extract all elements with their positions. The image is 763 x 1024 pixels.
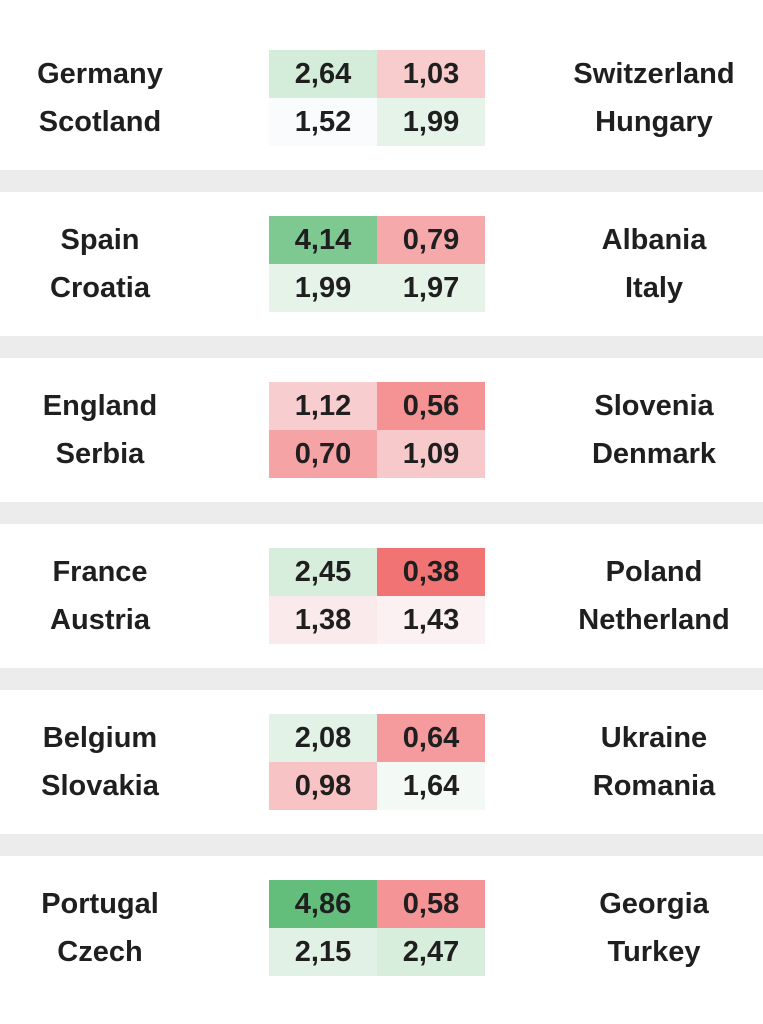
match-row: Czech 2,15 2,47 Turkey: [0, 928, 763, 976]
match-row: Austria 1,38 1,43 Netherland: [0, 596, 763, 644]
away-odds-cell: 0,58: [377, 880, 485, 928]
away-team: Georgia: [599, 888, 709, 920]
match-row: Portugal 4,86 0,58 Georgia: [0, 880, 763, 928]
home-team: Slovakia: [41, 770, 159, 802]
home-odds-cell: 1,99: [269, 264, 377, 312]
away-odds-cell: 0,64: [377, 714, 485, 762]
home-team: Belgium: [42, 722, 158, 754]
away-team: Slovenia: [594, 390, 714, 422]
away-odds-cell: 0,38: [377, 548, 485, 596]
away-team: Netherland: [578, 604, 730, 636]
home-team: Croatia: [50, 272, 150, 304]
match-group: France 2,45 0,38 Poland Austria 1,38 1,43 Nethe…: [0, 548, 763, 644]
match-group: Portugal 4,86 0,58 Georgia Czech 2,15 2,47 Turk…: [0, 880, 763, 976]
away-team: Switzerland: [573, 58, 735, 90]
away-team: Romania: [592, 770, 716, 802]
away-team: Italy: [624, 272, 684, 304]
home-team: Portugal: [41, 888, 159, 920]
home-odds-cell: 2,15: [269, 928, 377, 976]
home-team: France: [52, 556, 148, 588]
match-row: Germany 2,64 1,03 Switzerland: [0, 50, 763, 98]
match-row: Serbia 0,70 1,09 Denmark: [0, 430, 763, 478]
away-odds-cell: 0,56: [377, 382, 485, 430]
group-divider: [0, 834, 763, 856]
away-odds-cell: 1,43: [377, 596, 485, 644]
home-team: Czech: [57, 936, 143, 968]
match-row: Scotland 1,52 1,99 Hungary: [0, 98, 763, 146]
home-odds-cell: 2,08: [269, 714, 377, 762]
home-odds-cell: 1,52: [269, 98, 377, 146]
away-team: Poland: [605, 556, 703, 588]
away-odds-cell: 1,09: [377, 430, 485, 478]
group-divider: [0, 170, 763, 192]
group-divider: [0, 336, 763, 358]
away-team: Turkey: [607, 936, 701, 968]
home-team: Austria: [50, 604, 150, 636]
home-odds-cell: 0,70: [269, 430, 377, 478]
match-group: England 1,12 0,56 Slovenia Serbia 0,70 1,09 Den…: [0, 382, 763, 478]
group-divider: [0, 668, 763, 690]
away-odds-cell: 0,79: [377, 216, 485, 264]
match-group: Spain 4,14 0,79 Albania Croatia 1,99 1,97 Italy: [0, 216, 763, 312]
match-group: Belgium 2,08 0,64 Ukraine Slovakia 0,98 1,64 Ro…: [0, 714, 763, 810]
away-team: Hungary: [595, 106, 713, 138]
home-team: Spain: [60, 224, 140, 256]
home-odds-cell: 4,86: [269, 880, 377, 928]
home-team: Serbia: [55, 438, 145, 470]
home-team: Germany: [37, 58, 163, 90]
home-team: England: [42, 390, 158, 422]
away-odds-cell: 1,99: [377, 98, 485, 146]
match-row: Croatia 1,99 1,97 Italy: [0, 264, 763, 312]
home-odds-cell: 1,38: [269, 596, 377, 644]
group-divider: [0, 502, 763, 524]
match-row: Slovakia 0,98 1,64 Romania: [0, 762, 763, 810]
home-odds-cell: 4,14: [269, 216, 377, 264]
away-odds-cell: 1,64: [377, 762, 485, 810]
match-row: France 2,45 0,38 Poland: [0, 548, 763, 596]
match-group: Germany 2,64 1,03 Switzerland Scotland 1,52 1,…: [0, 50, 763, 146]
home-odds-cell: 0,98: [269, 762, 377, 810]
away-team: Ukraine: [600, 722, 708, 754]
away-odds-cell: 1,03: [377, 50, 485, 98]
home-odds-cell: 2,45: [269, 548, 377, 596]
away-team: Denmark: [591, 438, 717, 470]
home-team: Scotland: [38, 106, 162, 138]
home-odds-cell: 2,64: [269, 50, 377, 98]
home-odds-cell: 1,12: [269, 382, 377, 430]
match-row: Spain 4,14 0,79 Albania: [0, 216, 763, 264]
match-row: England 1,12 0,56 Slovenia: [0, 382, 763, 430]
away-odds-cell: 2,47: [377, 928, 485, 976]
away-team: Albania: [601, 224, 707, 256]
match-row: Belgium 2,08 0,64 Ukraine: [0, 714, 763, 762]
away-odds-cell: 1,97: [377, 264, 485, 312]
